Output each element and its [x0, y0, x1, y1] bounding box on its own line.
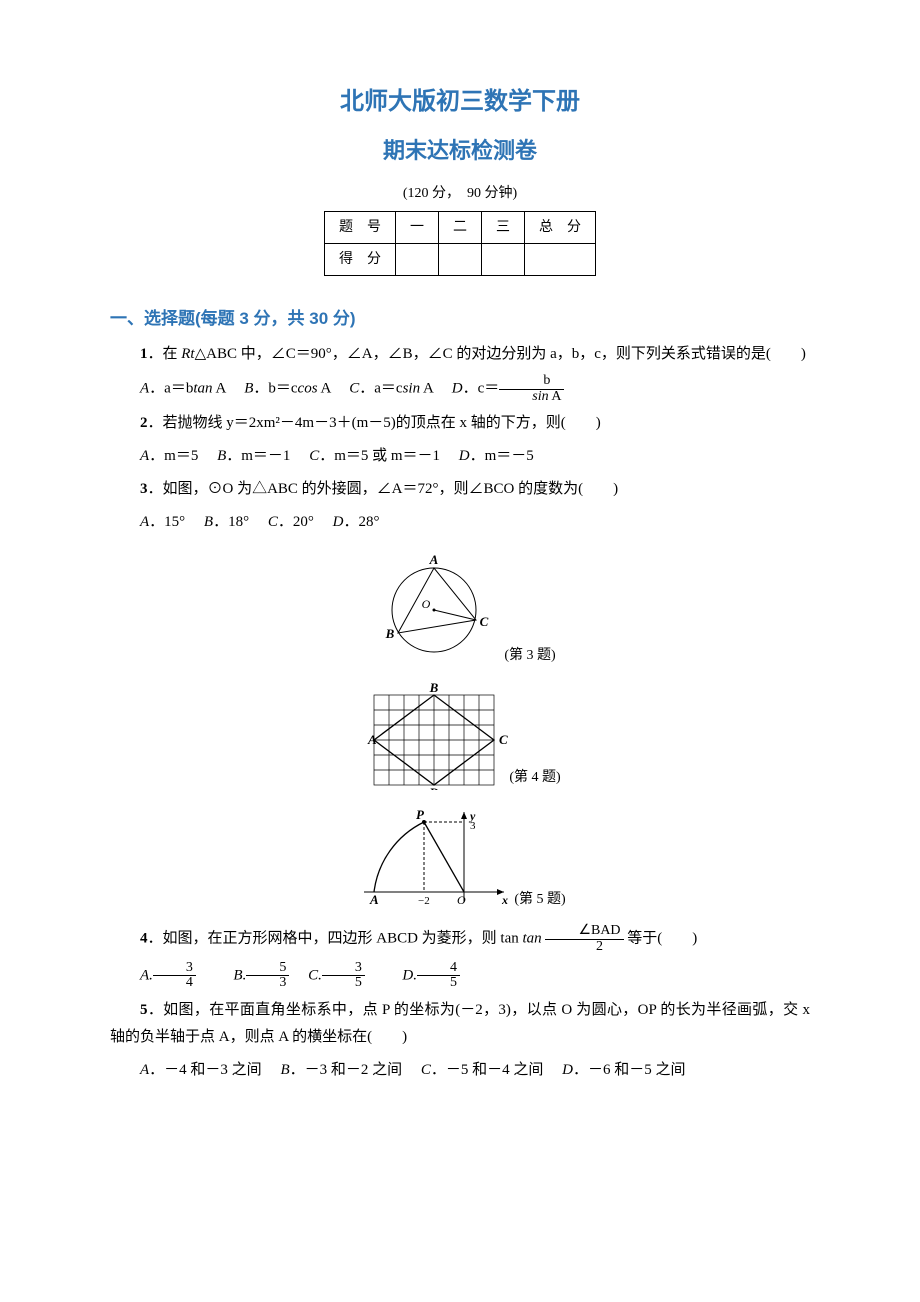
score-info: (120 分， 90 分钟) [110, 181, 810, 206]
opt-a: A [140, 514, 149, 530]
svg-text:O: O [457, 893, 466, 907]
table-row: 得 分 [325, 244, 596, 276]
td: 得 分 [325, 244, 396, 276]
section-heading: 一、选择题(每题 3 分，共 30 分) [110, 304, 810, 335]
opt-c: C [421, 1062, 431, 1078]
fig5-caption: (第 5 题) [514, 887, 565, 912]
figure-5: P A O x y −2 3 (第 5 题) [110, 802, 810, 912]
opt-b: B [280, 1062, 289, 1078]
q5-options: A．－4 和－3 之间 B．－3 和－2 之间 C．－5 和－4 之间 D．－6… [110, 1057, 810, 1084]
fig3-caption: (第 3 题) [504, 643, 555, 668]
q-text: ．在 Rt△ABC 中，∠C＝90°，∠A，∠B，∠C 的对边分别为 a，b，c… [148, 346, 806, 362]
table-row: 题 号 一 二 三 总 分 [325, 211, 596, 243]
opt-d: D [459, 448, 470, 464]
svg-text:3: 3 [470, 820, 476, 832]
svg-text:A: A [429, 552, 439, 567]
doc-subtitle: 期末达标检测卷 [110, 131, 810, 171]
opt-c: C [309, 448, 319, 464]
figure-3: A B C O (第 3 题) [110, 548, 810, 668]
fig4-caption: (第 4 题) [509, 765, 560, 790]
th: 题 号 [325, 211, 396, 243]
td [482, 244, 525, 276]
q-num: 3 [140, 481, 148, 497]
q1-options: A．a＝btan A B．b＝ccos A C．a＝csin A D．c＝bsi… [110, 374, 810, 404]
q2-options: A．m＝5 B．m＝－1 C．m＝5 或 m＝－1 D．m＝－5 [110, 443, 810, 470]
opt-d: D [452, 381, 463, 397]
doc-title: 北师大版初三数学下册 [110, 80, 810, 123]
q-num: 4 [140, 931, 148, 947]
q-num: 5 [140, 1002, 148, 1018]
svg-text:−2: −2 [418, 895, 430, 907]
question-5: 5．如图，在平面直角坐标系中，点 P 的坐标为(－2，3)，以点 O 为圆心，O… [110, 997, 810, 1051]
q-text: ．如图，⊙O 为△ABC 的外接圆，∠A＝72°，则∠BCO 的度数为( ) [148, 481, 619, 497]
figure-4: A B C D (第 4 题) [110, 680, 810, 790]
opt-a: A [140, 381, 149, 397]
td [525, 244, 596, 276]
q3-options: A．15° B．18° C．20° D．28° [110, 509, 810, 536]
svg-text:B: B [429, 680, 439, 695]
svg-text:C: C [480, 614, 489, 629]
svg-text:A: A [369, 892, 379, 907]
opt-c: C [268, 514, 278, 530]
q-text-pre: ．如图，在正方形网格中，四边形 ABCD 为菱形，则 tan [148, 931, 523, 947]
svg-text:O: O [422, 597, 431, 611]
th: 一 [396, 211, 439, 243]
opt-a: A [140, 1062, 149, 1078]
svg-text:B: B [385, 626, 395, 641]
opt-b: B [244, 381, 253, 397]
q-text-post: 等于( ) [624, 931, 698, 947]
svg-text:D: D [429, 785, 440, 790]
td [396, 244, 439, 276]
svg-text:C: C [499, 732, 508, 747]
score-table: 题 号 一 二 三 总 分 得 分 [324, 211, 596, 276]
question-3: 3．如图，⊙O 为△ABC 的外接圆，∠A＝72°，则∠BCO 的度数为( ) [110, 476, 810, 503]
opt-d: D [333, 514, 344, 530]
q-num: 2 [140, 415, 148, 431]
svg-text:x: x [501, 893, 508, 907]
opt-b: B [204, 514, 213, 530]
q-text: ．如图，在平面直角坐标系中，点 P 的坐标为(－2，3)，以点 O 为圆心，OP… [110, 1002, 810, 1045]
th: 三 [482, 211, 525, 243]
svg-text:A: A [367, 732, 377, 747]
opt-d: D [562, 1062, 573, 1078]
q-text: ．若抛物线 y＝2xm²－4m－3＋(m－5)的顶点在 x 轴的下方，则( ) [148, 415, 601, 431]
question-1: 1．在 Rt△ABC 中，∠C＝90°，∠A，∠B，∠C 的对边分别为 a，b，… [110, 341, 810, 368]
question-4: 4．如图，在正方形网格中，四边形 ABCD 为菱形，则 tan tan ∠BAD… [110, 924, 810, 954]
opt-b: B [217, 448, 226, 464]
question-2: 2．若抛物线 y＝2xm²－4m－3＋(m－5)的顶点在 x 轴的下方，则( ) [110, 410, 810, 437]
opt-a: A [140, 448, 149, 464]
opt-c: C [349, 381, 359, 397]
svg-text:P: P [416, 807, 425, 822]
q4-options: A.34 B.53 C.35 D.45 [110, 961, 810, 991]
th: 总 分 [525, 211, 596, 243]
td [439, 244, 482, 276]
q-num: 1 [140, 346, 148, 362]
th: 二 [439, 211, 482, 243]
